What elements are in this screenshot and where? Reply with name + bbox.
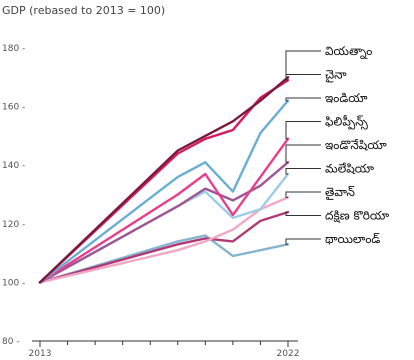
legend-label: తైవాన్ bbox=[325, 185, 355, 200]
legend-label: దక్షిణ కొరియా bbox=[325, 209, 390, 224]
legend-leader-line bbox=[285, 50, 321, 78]
legend-leader-line bbox=[285, 121, 321, 140]
legend-label: మలేషియా bbox=[325, 162, 375, 176]
y-tick-label: 180 - bbox=[2, 44, 25, 54]
legend-leader-line bbox=[285, 97, 321, 102]
legend-leader-line bbox=[285, 211, 321, 216]
legend-leader-line bbox=[285, 144, 321, 163]
y-axis: 80 - 100 - 120 - 140 - 160 - 180 - bbox=[2, 44, 25, 347]
y-tick-label: 120 - bbox=[2, 220, 25, 230]
x-tick-label: 2013 bbox=[29, 349, 52, 359]
legend-leader-line bbox=[285, 74, 321, 81]
y-tick-label: 100 - bbox=[2, 278, 25, 288]
y-tick-label: 80 - bbox=[2, 337, 20, 347]
y-tick-label: 140 - bbox=[2, 161, 25, 171]
series-line bbox=[38, 137, 290, 284]
series-line bbox=[38, 210, 290, 284]
legend-label: ఫిలిప్పీన్స్ bbox=[325, 115, 368, 131]
legend-leader-line bbox=[285, 191, 321, 198]
legend-leader-line bbox=[285, 168, 321, 175]
legend-label: వియత్నాం bbox=[325, 44, 372, 60]
legend-label: చైనా bbox=[325, 68, 347, 83]
series-line bbox=[38, 99, 290, 284]
chart-title: GDP (rebased to 2013 = 100) bbox=[2, 4, 165, 17]
series-line bbox=[38, 196, 290, 284]
legend-label: ఇండొనేషియా bbox=[325, 138, 387, 152]
y-tick-label: 160 - bbox=[2, 103, 25, 113]
legend: వియత్నాం చైనా ఇండియా ఫిలిప్పీన్స్ ఇండొనేషియా… bbox=[285, 44, 390, 246]
x-axis: 2013 2022 bbox=[29, 340, 300, 359]
series-line bbox=[38, 79, 290, 284]
series-lines bbox=[38, 76, 290, 284]
legend-leader-line bbox=[285, 238, 321, 245]
legend-label: థాయిలాండ్ bbox=[325, 232, 380, 246]
x-tick-label: 2022 bbox=[277, 349, 300, 359]
series-line bbox=[38, 76, 290, 284]
legend-label: ఇండియా bbox=[325, 91, 368, 105]
series-line bbox=[38, 234, 290, 284]
series-line bbox=[38, 161, 290, 284]
